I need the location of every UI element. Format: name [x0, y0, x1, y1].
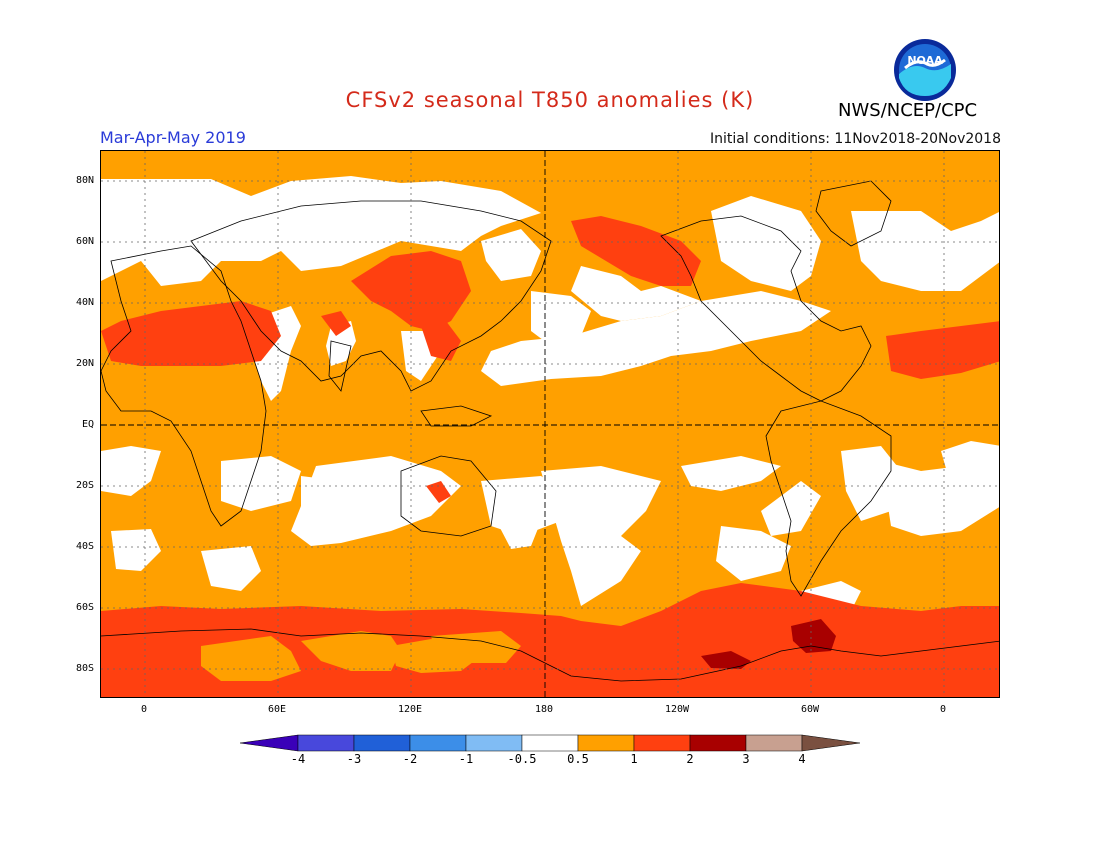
equator-dateline — [101, 151, 999, 697]
lat-label: 40N — [75, 297, 94, 308]
lat-label: 40S — [75, 541, 94, 552]
strong-anomaly-regions — [701, 619, 836, 669]
forecast-period: Mar-Apr-May 2019 — [100, 128, 246, 147]
lon-label: 0 — [140, 704, 148, 715]
lon-label: 180 — [534, 704, 554, 715]
color-scale-bar — [239, 734, 862, 756]
colorbar-label: -4 — [290, 752, 306, 766]
colorbar-label: -2 — [402, 752, 418, 766]
colorbar-label: 0.5 — [567, 752, 589, 766]
lat-label: 80N — [75, 175, 94, 186]
colorbar-label: 3 — [742, 752, 750, 766]
color-scale-segments — [239, 734, 861, 752]
colorbar-label: -3 — [346, 752, 362, 766]
colorbar-label: 4 — [798, 752, 806, 766]
lon-label: 120W — [664, 704, 690, 715]
lon-label: 120E — [397, 704, 423, 715]
lat-label: 80S — [75, 663, 94, 674]
colorbar-label: 2 — [686, 752, 694, 766]
lon-label: 0 — [939, 704, 947, 715]
colorbar-label: -0.5 — [507, 752, 537, 766]
lat-label: 20N — [75, 358, 94, 369]
lat-lon-grid — [101, 151, 999, 697]
map-title: CFSv2 seasonal T850 anomalies (K) — [345, 88, 755, 112]
lon-label: 60E — [267, 704, 287, 715]
lat-label: 60N — [75, 236, 94, 247]
colorbar-label: -1 — [458, 752, 474, 766]
initial-conditions: Initial conditions: 11Nov2018-20Nov2018 — [710, 131, 1001, 147]
lon-label: 60W — [800, 704, 820, 715]
anomaly-map — [100, 150, 1000, 698]
lat-label: 60S — [75, 602, 94, 613]
lat-label: 20S — [75, 480, 94, 491]
lat-label: EQ — [81, 419, 94, 430]
logo-text: NOAA — [907, 54, 943, 67]
noaa-logo: NOAA — [893, 38, 957, 102]
antarctic-inset-regions — [201, 631, 521, 681]
agency-label: NWS/NCEP/CPC — [838, 100, 978, 121]
colorbar-label: 1 — [630, 752, 638, 766]
